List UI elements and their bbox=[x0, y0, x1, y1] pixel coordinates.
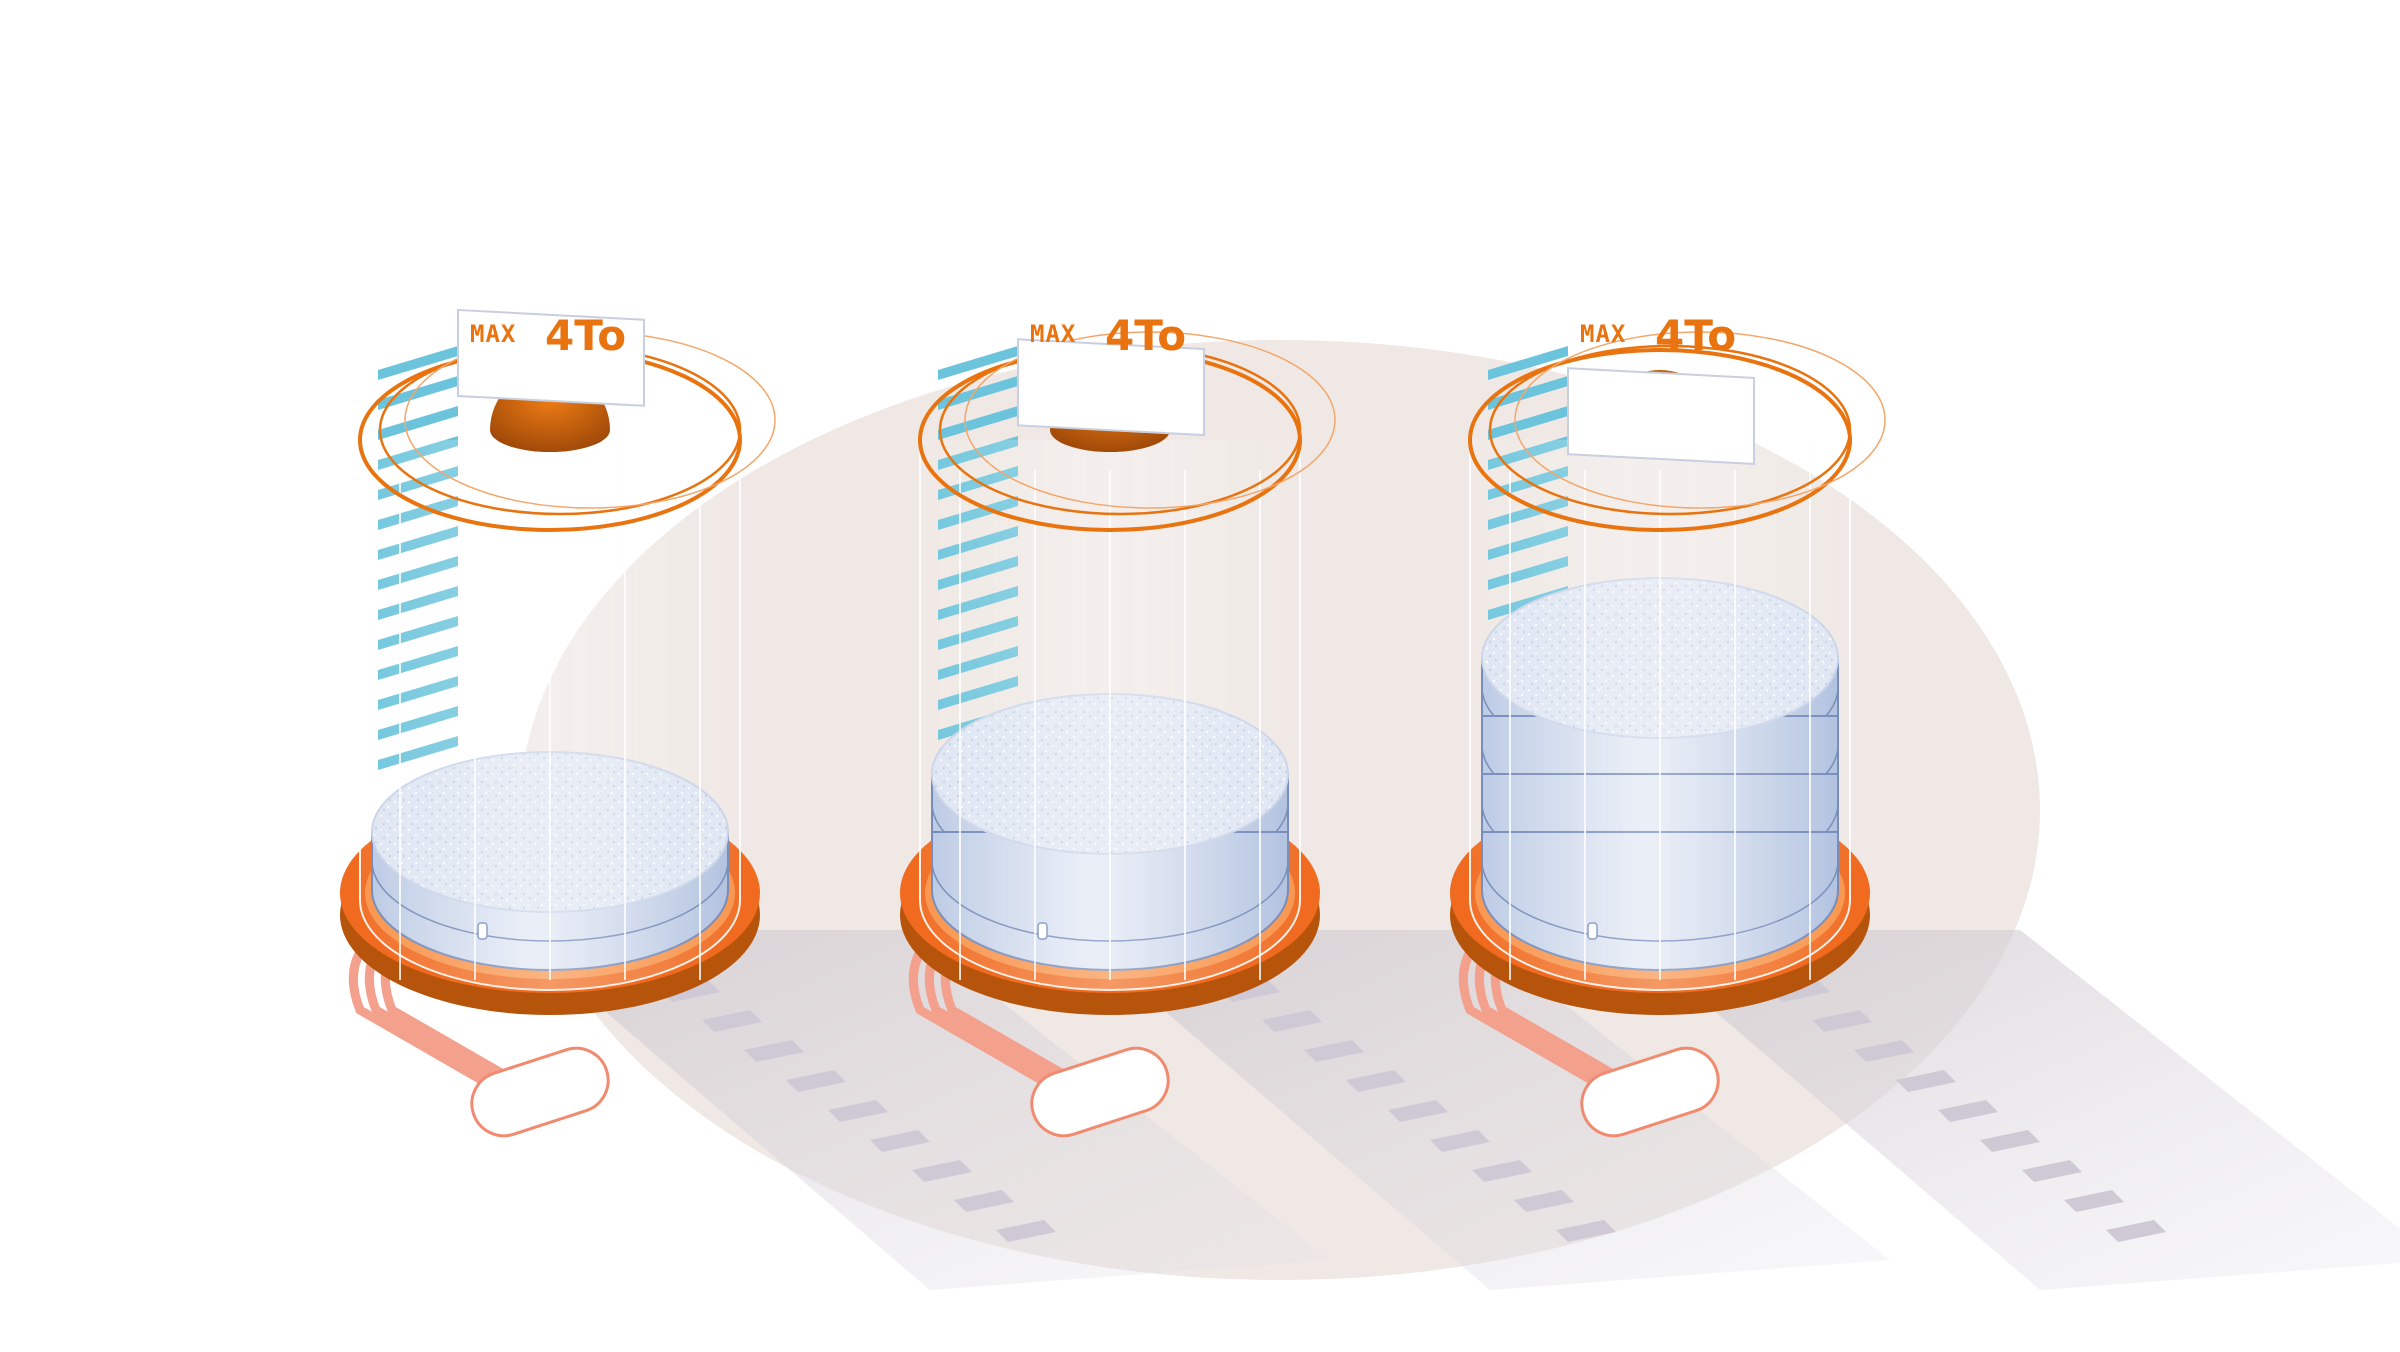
orbit-ring bbox=[1488, 344, 1852, 516]
connector-plug bbox=[1580, 1046, 1720, 1138]
shadow-dash bbox=[1262, 1010, 1322, 1032]
label-capacity: 4To bbox=[1105, 311, 1186, 360]
shadow-dash bbox=[1980, 1130, 2040, 1152]
shadow-dash bbox=[912, 1160, 972, 1182]
label-capacity: 4To bbox=[1655, 311, 1736, 360]
shadow-dash bbox=[2022, 1160, 2082, 1182]
shadow-dash bbox=[660, 980, 720, 1002]
storage-unit-3 bbox=[1450, 331, 2400, 1290]
level-bar bbox=[1488, 376, 1568, 410]
level-bar bbox=[378, 346, 458, 380]
shadow-dash bbox=[1388, 1100, 1448, 1122]
shadow-dash bbox=[996, 1220, 1056, 1242]
shadow-dash bbox=[744, 1040, 804, 1062]
label-prefix: MAX bbox=[470, 320, 516, 348]
shadow-dash bbox=[954, 1190, 1014, 1212]
shadow-dash bbox=[1430, 1130, 1490, 1152]
capacity-label-unit-3: MAX 4To bbox=[1567, 311, 1755, 465]
shadow-dash bbox=[1514, 1190, 1574, 1212]
label-prefix: MAX bbox=[1580, 320, 1626, 348]
orbit-ring bbox=[964, 331, 1336, 509]
level-bar bbox=[938, 346, 1018, 380]
level-bar bbox=[1488, 406, 1568, 440]
level-bar bbox=[938, 406, 1018, 440]
shadow-dash bbox=[2064, 1190, 2124, 1212]
shadow-dash bbox=[2106, 1220, 2166, 1242]
level-bar bbox=[1488, 346, 1568, 380]
level-bar bbox=[378, 406, 458, 440]
shadow-dash bbox=[870, 1130, 930, 1152]
capacity-label-unit-1: MAX 4To bbox=[457, 308, 645, 407]
shadow-dash bbox=[1896, 1070, 1956, 1092]
shadow-dash bbox=[828, 1100, 888, 1122]
shadow-dash bbox=[1770, 980, 1830, 1002]
label-prefix: MAX bbox=[1030, 320, 1076, 348]
shadow-dash bbox=[702, 1010, 762, 1032]
connector-plug bbox=[1030, 1046, 1170, 1138]
connector-plug bbox=[470, 1046, 610, 1138]
label-capacity: 4To bbox=[545, 311, 626, 360]
level-bar bbox=[378, 376, 458, 410]
shadow-dash bbox=[1938, 1100, 1998, 1122]
storage-unit-1 bbox=[340, 331, 1330, 1290]
shadow-dash bbox=[1556, 1220, 1616, 1242]
shadow-dash bbox=[1220, 980, 1280, 1002]
level-bar bbox=[938, 376, 1018, 410]
shadow-dash bbox=[1472, 1160, 1532, 1182]
shadow-dash bbox=[1304, 1040, 1364, 1062]
shadow-dash bbox=[1812, 1010, 1872, 1032]
orbit-ring bbox=[1514, 331, 1886, 509]
shadow-dash bbox=[1854, 1040, 1914, 1062]
shadow-dash bbox=[1346, 1070, 1406, 1092]
shadow-dash bbox=[786, 1070, 846, 1092]
capacity-label-unit-2: MAX 4To bbox=[1017, 311, 1205, 437]
